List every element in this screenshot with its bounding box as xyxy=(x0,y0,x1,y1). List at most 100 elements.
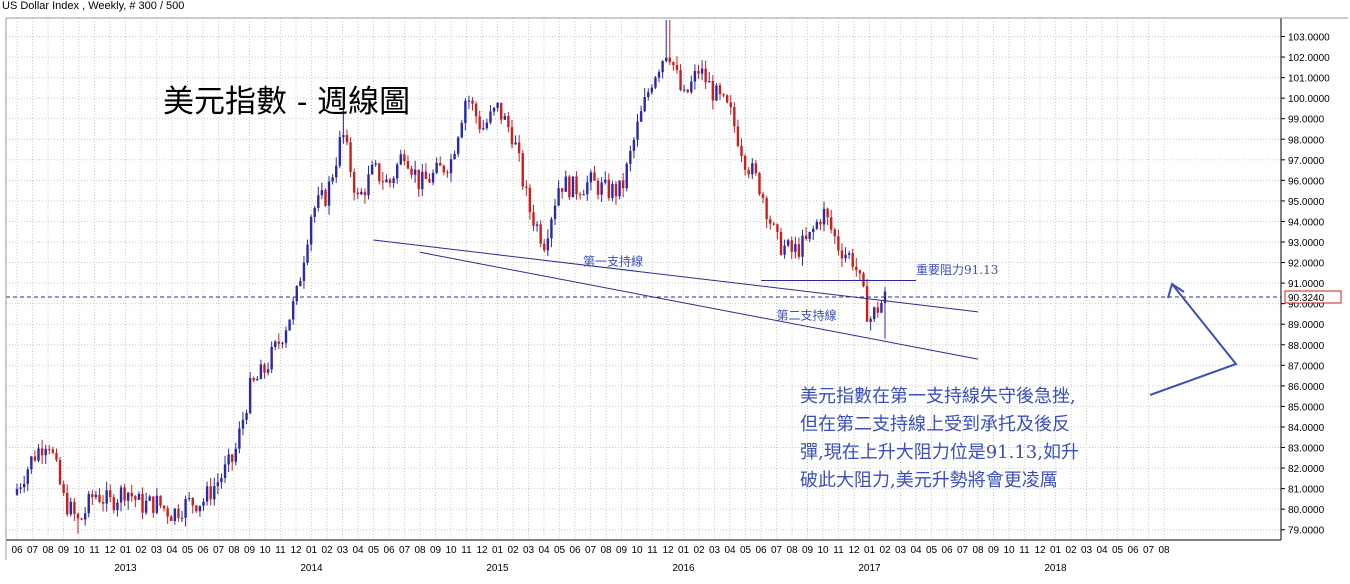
candle-body xyxy=(578,194,582,196)
x-tick-label: 06 xyxy=(755,545,767,556)
candle-body xyxy=(216,482,220,487)
candle-body xyxy=(126,492,130,501)
x-tick-label: 04 xyxy=(166,545,178,556)
x-tick-label: 04 xyxy=(352,545,364,556)
candle-body xyxy=(241,419,245,429)
y-tick-label: 90.0000 xyxy=(1288,300,1325,311)
candle-body xyxy=(144,500,148,513)
candle-body xyxy=(159,495,162,506)
candle-body xyxy=(62,484,65,493)
x-tick-label: 03 xyxy=(709,545,721,556)
x-tick-label: 09 xyxy=(802,545,814,556)
x-year-label: 2016 xyxy=(672,563,695,574)
candle-body xyxy=(532,212,535,226)
candle-body xyxy=(152,496,155,513)
current-price-box xyxy=(1284,290,1342,304)
candle-body xyxy=(51,449,55,453)
y-tick-label: 80.0000 xyxy=(1288,505,1325,516)
x-tick-label: 01 xyxy=(678,545,690,556)
candle-body xyxy=(668,57,671,63)
candle-body xyxy=(205,486,209,502)
candle-body xyxy=(614,183,618,197)
y-tick-label: 79.0000 xyxy=(1288,526,1325,537)
candle-body xyxy=(485,122,489,129)
x-tick-label: 10 xyxy=(817,545,829,556)
candle-body xyxy=(758,173,761,195)
x-tick-label: 05 xyxy=(740,545,752,556)
candle-body xyxy=(360,191,363,195)
x-tick-label: 03 xyxy=(337,545,349,556)
candle-body xyxy=(751,163,754,175)
candle-body xyxy=(550,219,553,239)
candle-body xyxy=(840,250,844,259)
x-tick-label: 06 xyxy=(383,545,395,556)
candle-body xyxy=(166,508,169,517)
x-tick-label: 10 xyxy=(73,545,85,556)
candle-body xyxy=(116,502,119,511)
candle-body xyxy=(582,194,585,196)
candle-body xyxy=(162,505,166,509)
x-tick-label: 11 xyxy=(833,545,844,556)
candle-body xyxy=(22,483,26,488)
x-tick-label: 05 xyxy=(926,545,938,556)
candle-body xyxy=(112,497,116,511)
candle-body xyxy=(148,496,151,501)
y-tick-label: 81.0000 xyxy=(1288,485,1325,496)
candle-body xyxy=(439,162,442,166)
y-axis-ticks: 79.0000 80.0000 81.0000 82.0000 83.0000 84.00… xyxy=(1281,32,1330,537)
candle-body xyxy=(765,197,768,220)
candle-body xyxy=(826,208,829,218)
candle-body xyxy=(123,487,126,501)
candle-body xyxy=(521,153,524,187)
annotation-line-4: 破此大阻力,美元升勢將會更凌厲 xyxy=(800,470,1058,491)
candle-body xyxy=(535,224,539,226)
candle-body xyxy=(299,280,302,287)
candle-body xyxy=(740,145,743,156)
candle-body xyxy=(675,65,679,70)
y-tick-label: 92.0000 xyxy=(1288,259,1325,270)
overlay-lines xyxy=(6,239,1281,360)
candle-body xyxy=(281,343,284,345)
candle-body xyxy=(266,369,270,373)
candle-body xyxy=(40,448,44,456)
candle-body xyxy=(711,81,715,101)
candle-body xyxy=(697,71,700,74)
current-price-label: 90.3240 xyxy=(1288,293,1325,304)
candle-body xyxy=(98,494,101,502)
candle-body xyxy=(880,303,883,313)
candle-body xyxy=(288,319,291,331)
candle-body xyxy=(83,513,87,520)
candle-body xyxy=(44,448,47,456)
x-tick-label: 08 xyxy=(1158,545,1170,556)
candle-body xyxy=(514,142,517,145)
candle-body xyxy=(496,102,499,108)
candle-body xyxy=(105,490,108,504)
candle-body xyxy=(876,307,880,313)
candle-body xyxy=(349,142,352,173)
second-support-label: 第二支持線 xyxy=(777,308,837,323)
candle-body xyxy=(109,490,112,498)
x-tick-label: 05 xyxy=(1112,545,1124,556)
y-tick-label: 91.0000 xyxy=(1288,279,1325,290)
candle-body xyxy=(213,486,216,500)
y-tick-label: 86.0000 xyxy=(1288,382,1325,393)
candle-body xyxy=(137,493,141,500)
x-year-label: 2013 xyxy=(114,563,137,574)
candle-body xyxy=(708,81,711,83)
y-tick-label: 99.0000 xyxy=(1288,115,1325,126)
x-tick-label: 11 xyxy=(647,545,658,556)
candle-body xyxy=(385,179,388,183)
candle-body xyxy=(517,142,521,154)
candle-body xyxy=(198,505,202,512)
candle-body xyxy=(808,231,811,239)
x-tick-label: 08 xyxy=(42,545,54,556)
annotation-text: 美元指數在第一支持線失守後急挫, 但在第二支持線上受到承托及後反 彈,現在上升大… xyxy=(800,386,1079,491)
candle-body xyxy=(403,154,406,162)
candle-body xyxy=(783,245,786,255)
candle-body xyxy=(76,513,80,519)
candle-body xyxy=(209,486,212,500)
x-tick-label: 10 xyxy=(259,545,271,556)
x-tick-label: 12 xyxy=(476,545,488,556)
candle-body xyxy=(460,122,463,138)
